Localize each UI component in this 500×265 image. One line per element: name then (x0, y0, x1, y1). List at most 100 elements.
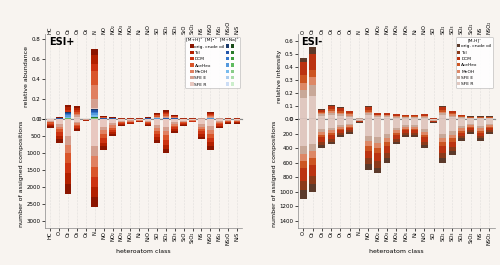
Bar (92, 119, 98, 146)
Bar (365, 119, 372, 141)
Bar (430, 119, 437, 121)
Bar (346, 116, 354, 119)
Bar (189, 119, 196, 121)
Bar (300, 119, 306, 199)
Bar (421, 114, 428, 119)
Bar (198, 118, 205, 119)
Bar (448, 116, 456, 119)
Bar (216, 119, 222, 127)
Bar (318, 119, 326, 145)
Bar (136, 119, 142, 122)
Bar (440, 119, 446, 153)
Bar (458, 119, 465, 136)
Bar (162, 117, 169, 119)
Bar (337, 119, 344, 127)
Bar (65, 118, 71, 119)
Bar (458, 119, 465, 141)
Bar (92, 109, 98, 119)
Bar (328, 106, 334, 119)
Bar (337, 119, 344, 133)
Bar (172, 118, 178, 119)
Bar (365, 113, 372, 119)
Bar (145, 118, 152, 119)
Bar (337, 116, 344, 119)
Bar (56, 118, 62, 119)
Bar (393, 114, 400, 119)
Bar (384, 113, 390, 119)
Bar (154, 118, 160, 119)
Bar (109, 119, 116, 127)
Bar (356, 118, 362, 119)
Bar (74, 119, 80, 122)
Bar (92, 118, 98, 119)
Bar (56, 119, 62, 139)
Bar (65, 113, 71, 119)
Bar (476, 119, 484, 129)
Bar (346, 114, 354, 119)
Bar (207, 113, 214, 119)
Bar (65, 118, 71, 119)
Text: O: O (56, 30, 62, 34)
Bar (468, 119, 474, 124)
Bar (374, 117, 381, 119)
Bar (82, 119, 89, 120)
Bar (393, 117, 400, 119)
Bar (356, 119, 362, 120)
Bar (440, 119, 446, 138)
Bar (109, 118, 116, 119)
Bar (346, 119, 354, 132)
Bar (486, 119, 493, 134)
Bar (145, 118, 152, 119)
Text: S₂O₂: S₂O₂ (190, 22, 195, 34)
Text: NS₂O: NS₂O (226, 20, 230, 34)
Bar (100, 119, 107, 143)
Bar (189, 118, 196, 119)
Bar (145, 117, 152, 119)
Bar (402, 119, 409, 129)
Text: N₂S: N₂S (234, 24, 240, 34)
Bar (47, 119, 54, 121)
Bar (207, 118, 214, 119)
Bar (207, 119, 214, 126)
Bar (118, 119, 125, 124)
Bar (100, 117, 107, 119)
Bar (356, 118, 362, 119)
Bar (356, 118, 362, 119)
Bar (318, 109, 326, 119)
Bar (421, 114, 428, 119)
Bar (448, 119, 456, 138)
Bar (47, 119, 54, 123)
Bar (476, 119, 484, 141)
Bar (100, 118, 107, 119)
Bar (100, 118, 107, 119)
Text: O₃: O₃ (320, 28, 324, 34)
Bar (92, 55, 98, 119)
Y-axis label: relative intensity: relative intensity (277, 50, 282, 103)
Bar (118, 119, 125, 122)
Bar (216, 119, 222, 121)
Bar (448, 114, 456, 119)
Bar (207, 118, 214, 119)
Bar (74, 110, 80, 119)
Bar (309, 119, 316, 144)
Bar (309, 119, 316, 151)
Bar (468, 119, 474, 132)
Bar (56, 118, 62, 119)
Bar (118, 119, 125, 122)
Text: NSO₂: NSO₂ (487, 20, 492, 34)
Bar (65, 114, 71, 119)
Text: N: N (356, 30, 362, 34)
Bar (92, 118, 98, 119)
Bar (421, 117, 428, 119)
Bar (486, 118, 493, 119)
Bar (65, 119, 71, 145)
Bar (440, 119, 446, 134)
Bar (216, 118, 222, 119)
Bar (216, 118, 222, 119)
Bar (300, 98, 306, 119)
Bar (448, 119, 456, 155)
Bar (458, 117, 465, 119)
Bar (189, 118, 196, 119)
Bar (337, 113, 344, 119)
Bar (468, 118, 474, 119)
